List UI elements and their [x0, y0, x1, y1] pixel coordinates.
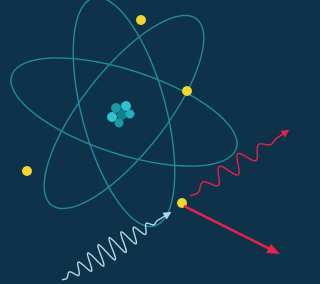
atom-illustration	[0, 0, 294, 284]
page: (() => { const svg = document.getElement…	[0, 0, 320, 284]
nucleon	[121, 101, 131, 111]
nucleon	[126, 110, 135, 119]
background	[0, 0, 294, 284]
electron	[182, 86, 192, 96]
electron	[22, 166, 32, 176]
nucleon	[117, 110, 127, 120]
electron	[136, 15, 146, 25]
nucleon	[115, 119, 124, 128]
